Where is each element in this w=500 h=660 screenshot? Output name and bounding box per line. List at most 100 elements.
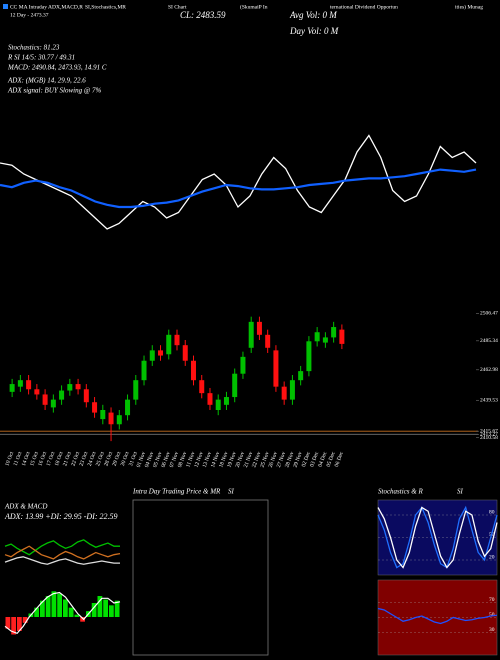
- header-text: ternational Dividend Opportun: [330, 4, 398, 10]
- histogram-bar: [17, 617, 22, 631]
- candle-body: [331, 327, 337, 338]
- x-tick-label: 11 Oct: [13, 451, 24, 467]
- series-line: [377, 505, 498, 569]
- y-tick-label: 2415.67: [480, 428, 498, 434]
- x-tick-label: 31 Oct: [128, 451, 139, 467]
- header-text: SI Chart: [168, 4, 187, 10]
- candle-body: [339, 329, 345, 344]
- x-tick-label: 11 Nov: [185, 451, 196, 468]
- candle-body: [9, 384, 15, 392]
- x-tick-label: 06 Nov: [161, 451, 172, 469]
- x-tick-label: 29 Oct: [112, 451, 123, 467]
- adx: ADX: (MGB) 14, 29.9, 22.6: [7, 77, 86, 85]
- candle-body: [149, 350, 155, 361]
- histogram-bar: [114, 600, 120, 617]
- histogram-bar: [45, 596, 51, 617]
- candle-body: [223, 397, 229, 405]
- panel-title: SI: [457, 488, 464, 496]
- candle-body: [26, 380, 32, 390]
- candle-body: [182, 345, 188, 361]
- header-text: ities) Munag: [455, 3, 483, 10]
- candle-body: [100, 410, 106, 420]
- histogram-bar: [109, 605, 114, 617]
- x-tick-label: 05 Nov: [152, 451, 163, 469]
- candle-body: [256, 321, 262, 335]
- header-text: SI,Stochastics,MR: [85, 4, 126, 10]
- x-tick-label: 22 Nov: [251, 451, 262, 469]
- candle-body: [322, 337, 328, 343]
- series-line: [4, 539, 120, 556]
- x-tick-label: 26 Nov: [268, 451, 279, 469]
- histogram-bar: [40, 600, 45, 617]
- y-tick-label: 2485.34: [480, 338, 498, 344]
- candle-body: [158, 350, 164, 356]
- header-text: CC MA Intraday ADX,MACD,R: [10, 4, 83, 10]
- x-tick-label: 04 Dec: [317, 451, 328, 468]
- y-tick-label: 20: [489, 554, 495, 560]
- candle-body: [166, 334, 172, 355]
- candle-body: [133, 380, 139, 400]
- x-tick-label: 16 Oct: [37, 451, 48, 467]
- candle-body: [42, 394, 48, 405]
- candle-body: [232, 373, 238, 398]
- candle-body: [50, 399, 56, 408]
- x-tick-label: 12 Nov: [194, 451, 205, 469]
- x-tick-label: 28 Oct: [103, 451, 114, 467]
- panel-title: Stochastics & R: [378, 488, 423, 496]
- x-tick-label: 04 Nov: [144, 451, 155, 469]
- x-tick-label: 28 Nov: [284, 451, 295, 469]
- header-text: 12 Day - 2473.37: [10, 12, 49, 18]
- x-tick-label: 30 Oct: [120, 451, 131, 467]
- histogram-bar: [5, 617, 11, 629]
- candle-body: [265, 334, 271, 348]
- close-price: CL: 2483.59: [180, 10, 226, 20]
- y-tick-label: 80: [489, 509, 495, 515]
- x-tick-label: 18 Nov: [218, 451, 229, 469]
- stochastics: Stochastics: 81.23: [8, 44, 60, 52]
- x-tick-label: 21 Oct: [62, 451, 73, 467]
- x-tick-label: 03 Dec: [309, 451, 320, 468]
- histogram-bar: [74, 614, 80, 617]
- histogram-bar: [91, 603, 97, 617]
- icon: [3, 4, 8, 9]
- series-line: [377, 607, 498, 625]
- avg-volume: Avg Vol: 0 M: [289, 10, 337, 20]
- series-line: [4, 545, 121, 560]
- y-tick-label: 30: [489, 627, 495, 633]
- x-tick-label: 02 Dec: [301, 451, 312, 468]
- candle-body: [141, 360, 147, 381]
- x-tick-label: 25 Nov: [260, 451, 271, 469]
- histogram-bar: [34, 607, 39, 617]
- x-tick-label: 08 Nov: [177, 451, 188, 469]
- candle-body: [59, 390, 65, 400]
- histogram-bar: [57, 593, 62, 617]
- histogram-bar: [11, 617, 16, 635]
- y-tick-label: 2462.98: [480, 367, 498, 373]
- y-tick-label: 2413.27: [480, 432, 498, 438]
- x-tick-label: 07 Nov: [169, 451, 180, 469]
- x-tick-label: 13 Nov: [202, 451, 213, 469]
- candle-body: [314, 332, 320, 342]
- histogram-bar: [97, 596, 103, 617]
- candle-body: [273, 350, 279, 387]
- y-tick-label: 2410.58: [480, 435, 498, 441]
- x-tick-label: 23 Oct: [79, 451, 90, 467]
- x-tick-label: 20 Nov: [235, 451, 246, 469]
- y-tick-label: 70: [489, 597, 495, 603]
- histogram-bar: [22, 617, 28, 623]
- histogram-bar: [80, 617, 85, 622]
- panel-title: Intra Day Trading Price & MR: [132, 488, 221, 496]
- candle-body: [215, 399, 221, 410]
- x-tick-label: 06 Dec: [334, 451, 345, 468]
- candle-body: [67, 384, 73, 391]
- header-text: (SkumaiP In: [240, 3, 268, 10]
- candle-body: [281, 386, 287, 400]
- histogram-bar: [51, 591, 57, 617]
- candle-body: [199, 380, 205, 394]
- candle-body: [17, 380, 23, 387]
- histogram-bar: [103, 599, 108, 617]
- macd-line: [4, 591, 121, 635]
- x-tick-label: 25 Oct: [95, 451, 106, 467]
- candle-body: [174, 334, 180, 346]
